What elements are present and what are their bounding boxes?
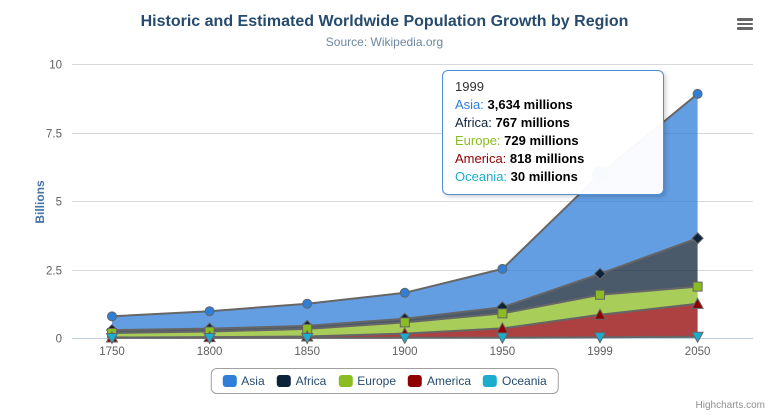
x-axis-label: 1950: [490, 346, 516, 358]
chart-title: Historic and Estimated Worldwide Populat…: [140, 13, 629, 30]
burger-bar: [737, 22, 753, 26]
legend-item-oceania[interactable]: Oceania: [483, 374, 547, 388]
data-point-europe-2050[interactable]: [692, 281, 703, 292]
data-point-asia-1900[interactable]: [399, 287, 410, 298]
legend-label: Africa: [295, 374, 327, 388]
y-axis-title: Billions: [33, 180, 47, 224]
tooltip-row-africa: Africa: 767 millions: [455, 114, 651, 132]
data-point-oceania-1999[interactable]: [593, 332, 607, 344]
tooltip-series-value: 3,634 millions: [483, 97, 573, 112]
data-point-asia-1800[interactable]: [204, 306, 215, 317]
x-axis-label: 1999: [587, 346, 613, 358]
y-axis-label: 5: [56, 197, 62, 209]
legend-label: Europe: [357, 374, 397, 388]
legend-label: Oceania: [502, 374, 547, 388]
tooltip-series-name: Europe:: [455, 133, 501, 148]
tooltip-series-name: Africa:: [455, 115, 492, 130]
tooltip-header: 1999: [455, 79, 484, 94]
x-axis-label: 1800: [197, 346, 223, 358]
tooltip-series-value: 767 millions: [491, 115, 570, 130]
y-axis-label: 10: [49, 60, 62, 72]
data-point-oceania-2050[interactable]: [691, 331, 704, 344]
tooltip-row-america: America: 818 millions: [455, 150, 651, 168]
series-area-america[interactable]: [112, 303, 698, 338]
legend-item-africa[interactable]: Africa: [276, 374, 327, 388]
data-point-africa-2050[interactable]: [691, 232, 704, 245]
y-axis-label: 0: [56, 334, 62, 346]
tooltip-series-name: America:: [455, 151, 507, 166]
x-axis-label: 1750: [99, 346, 125, 358]
y-axis-label: 2.5: [46, 266, 62, 278]
tooltip-row-asia: Asia: 3,634 millions: [455, 96, 651, 114]
data-point-oceania-1950[interactable]: [496, 332, 509, 345]
data-point-europe-1900[interactable]: [399, 317, 410, 328]
legend-swatch-asia: [222, 375, 237, 387]
legend-swatch-america: [408, 375, 423, 387]
tooltip-series-value: 729 millions: [500, 133, 579, 148]
tooltip-series-name: Oceania:: [455, 169, 508, 184]
tooltip-series-name: Asia:: [455, 97, 484, 112]
chart-subtitle: Source: Wikipedia.org: [325, 35, 444, 49]
legend-swatch-oceania: [483, 375, 498, 387]
data-point-asia-1950[interactable]: [497, 263, 508, 274]
burger-bar: [737, 27, 753, 30]
data-point-asia-1750[interactable]: [107, 311, 117, 322]
legend-label: America: [427, 374, 472, 388]
burger-bar: [737, 18, 753, 21]
tooltip-series-value: 30 millions: [507, 169, 578, 184]
data-point-europe-1950[interactable]: [497, 308, 508, 319]
x-axis-label: 2050: [685, 346, 711, 358]
legend-item-america[interactable]: America: [408, 374, 471, 388]
export-menu-icon[interactable]: [735, 16, 755, 34]
data-point-oceania-1750[interactable]: [105, 332, 119, 345]
legend-item-europe[interactable]: Europe: [338, 374, 396, 388]
legend-swatch-africa: [276, 375, 291, 387]
data-point-asia-1850[interactable]: [302, 298, 313, 309]
tooltip-row-oceania: Oceania: 30 millions: [455, 168, 651, 186]
x-axis-label: 1900: [392, 346, 418, 358]
series-area-africa[interactable]: [112, 238, 698, 333]
legend: Asia Africa Europe America Oceania: [210, 368, 559, 394]
data-point-asia-2050[interactable]: [692, 88, 703, 99]
data-point-oceania-1900[interactable]: [398, 332, 412, 345]
legend-label: Asia: [241, 374, 265, 388]
tooltip-series-value: 818 millions: [506, 151, 585, 166]
legend-swatch-europe: [338, 375, 353, 387]
data-point-europe-1999[interactable]: [595, 289, 605, 300]
data-point-america-2050[interactable]: [691, 297, 704, 309]
legend-item-asia[interactable]: Asia: [222, 374, 265, 388]
data-point-oceania-1850[interactable]: [300, 332, 314, 345]
tooltip-row-europe: Europe: 729 millions: [455, 132, 651, 150]
tooltip: 1999 Asia: 3,634 millions Africa: 767 mil…: [442, 70, 664, 195]
data-point-africa-1999[interactable]: [593, 267, 607, 280]
data-point-oceania-1800[interactable]: [203, 332, 216, 345]
x-axis-label: 1850: [294, 346, 320, 358]
data-point-america-1999[interactable]: [593, 308, 607, 320]
credits-link[interactable]: Highcharts.com: [695, 400, 765, 411]
y-axis-label: 7.5: [46, 129, 62, 141]
series-area-asia[interactable]: [112, 93, 698, 331]
